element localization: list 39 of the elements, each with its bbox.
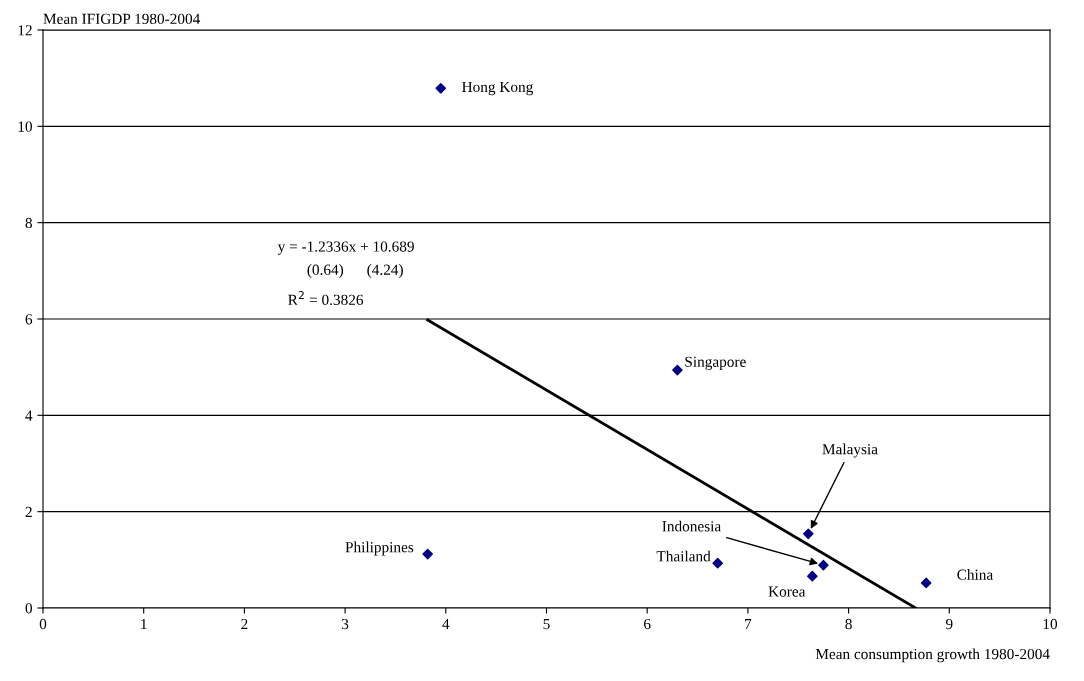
x-tick-label: 0 bbox=[39, 618, 47, 630]
annotation: China bbox=[957, 569, 993, 580]
annotation: Indonesia bbox=[662, 520, 721, 532]
y-tick-label: 2 bbox=[25, 506, 32, 517]
point bbox=[422, 548, 433, 560]
point bbox=[435, 82, 447, 94]
x-tick-label: 4 bbox=[442, 618, 450, 630]
x-tick-label: 1 bbox=[141, 618, 147, 630]
point bbox=[803, 528, 814, 540]
y-tick-label: 4 bbox=[25, 410, 33, 421]
annotation: R$^{2}$ = 0.3826 bbox=[288, 291, 364, 306]
y-tick-label: 6 bbox=[25, 314, 33, 325]
x-tick-label: 5 bbox=[543, 619, 550, 630]
annotation: Singapore bbox=[685, 356, 746, 371]
x-tick-label: 3 bbox=[342, 618, 349, 630]
x-tick-label: 8 bbox=[845, 618, 852, 630]
annotation: Korea bbox=[768, 586, 806, 597]
annotation: Thailand bbox=[656, 550, 711, 562]
annotation: Malaysia bbox=[822, 443, 878, 458]
annotation: Hong Kong bbox=[462, 81, 534, 96]
x-tick-label: 9 bbox=[945, 618, 953, 630]
point bbox=[712, 557, 723, 569]
point bbox=[807, 570, 818, 582]
x-tick-label: 7 bbox=[745, 619, 752, 630]
y-tick-label: 0 bbox=[25, 603, 32, 614]
point bbox=[818, 559, 829, 571]
point bbox=[672, 364, 683, 376]
annotation: y = -1.2336x + 10.689 bbox=[277, 241, 414, 255]
x-tick-label: 2 bbox=[241, 618, 248, 630]
annotation: Philippines bbox=[345, 541, 414, 556]
x-tick-label: 10 bbox=[1043, 618, 1058, 630]
y-tick-label: 10 bbox=[18, 121, 32, 132]
x-tick-label: 6 bbox=[644, 618, 651, 630]
y-tick-label: 12 bbox=[18, 25, 32, 36]
y-axis-title: Mean IFIGDP 1980-2004 bbox=[43, 13, 201, 25]
point bbox=[920, 577, 932, 589]
x-axis-title: Mean consumption growth 1980-2004 bbox=[815, 648, 1050, 663]
annotation: (0.64) (4.24) bbox=[307, 264, 403, 278]
y-tick-label: 8 bbox=[25, 217, 32, 229]
